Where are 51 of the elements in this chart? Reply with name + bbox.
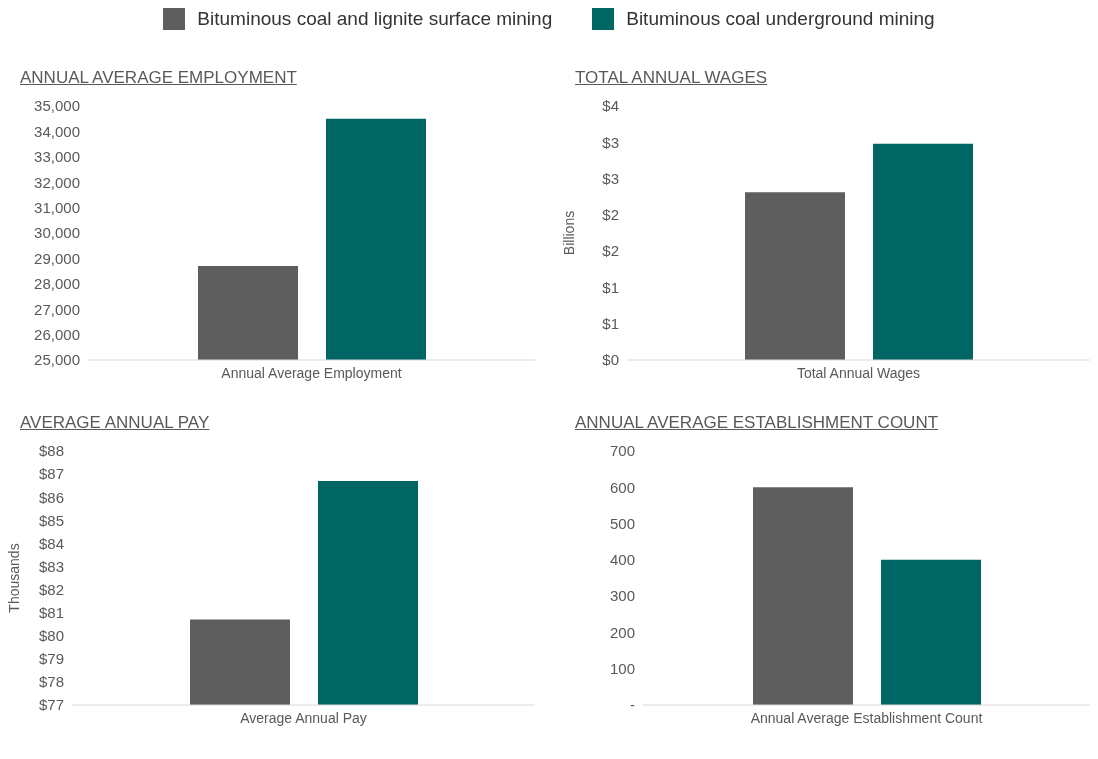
y-tick-label: 33,000 [34, 148, 80, 166]
y-tick-label: 35,000 [34, 97, 80, 115]
y-tick-label: $83 [38, 557, 64, 575]
y-tick-label: $81 [38, 603, 64, 621]
y-tick-label: 600 [609, 478, 635, 496]
y-tick-label: $1 [602, 315, 619, 333]
y-tick-label: $87 [38, 465, 64, 483]
x-tick-label: Average Annual Pay [240, 709, 367, 726]
y-axis-title: Billions [560, 210, 577, 256]
y-tick-label: 500 [609, 514, 635, 532]
y-tick-label: 27,000 [34, 300, 80, 318]
y-tick-label: $79 [38, 650, 64, 668]
y-tick-label: $85 [38, 511, 64, 529]
y-tick-label: 400 [609, 551, 635, 569]
chart-title: ANNUAL AVERAGE ESTABLISHMENT COUNT [575, 413, 940, 434]
chart-title: AVERAGE ANNUAL PAY [20, 413, 211, 434]
y-tick-label: $82 [38, 580, 64, 598]
y-tick-label: $77 [38, 696, 64, 714]
y-tick-label: 700 [609, 442, 635, 460]
y-axis-title: Thousands [5, 543, 22, 613]
chart-title: TOTAL ANNUAL WAGES [575, 68, 769, 89]
y-tick-label: $2 [602, 242, 619, 260]
y-tick-label: 200 [609, 623, 635, 641]
legend-label: Bituminous coal and lignite surface mining [197, 8, 553, 30]
y-tick-label: $0 [602, 351, 619, 369]
y-tick-label: $4 [602, 97, 619, 115]
chart-title: ANNUAL AVERAGE EMPLOYMENT [20, 68, 298, 89]
y-tick-label: $86 [38, 488, 64, 506]
y-tick-label: 30,000 [34, 224, 80, 242]
x-tick-label: Annual Average Establishment Count [750, 709, 983, 726]
y-tick-label: $2 [602, 206, 619, 224]
y-tick-label: 31,000 [34, 198, 80, 216]
legend-label: Bituminous coal underground mining [626, 8, 935, 30]
y-tick-label: $1 [602, 278, 619, 296]
y-tick-label: $80 [38, 627, 64, 645]
y-tick-label: $88 [38, 442, 64, 460]
y-tick-label: 32,000 [34, 173, 80, 191]
y-tick-label: 100 [609, 660, 635, 678]
x-tick-label: Total Annual Wages [796, 364, 921, 381]
y-tick-label: 26,000 [34, 325, 80, 343]
y-tick-label: 29,000 [34, 249, 80, 267]
y-tick-label: $84 [38, 534, 64, 552]
y-tick-label: 25,000 [34, 351, 80, 369]
y-tick-label: - [630, 696, 635, 714]
y-tick-label: 300 [609, 587, 635, 605]
y-tick-label: $78 [38, 673, 64, 691]
y-tick-label: 28,000 [34, 275, 80, 293]
y-tick-label: 34,000 [34, 122, 80, 140]
y-tick-label: $3 [602, 169, 619, 187]
y-tick-label: $3 [602, 133, 619, 151]
x-tick-label: Annual Average Employment [221, 364, 402, 381]
